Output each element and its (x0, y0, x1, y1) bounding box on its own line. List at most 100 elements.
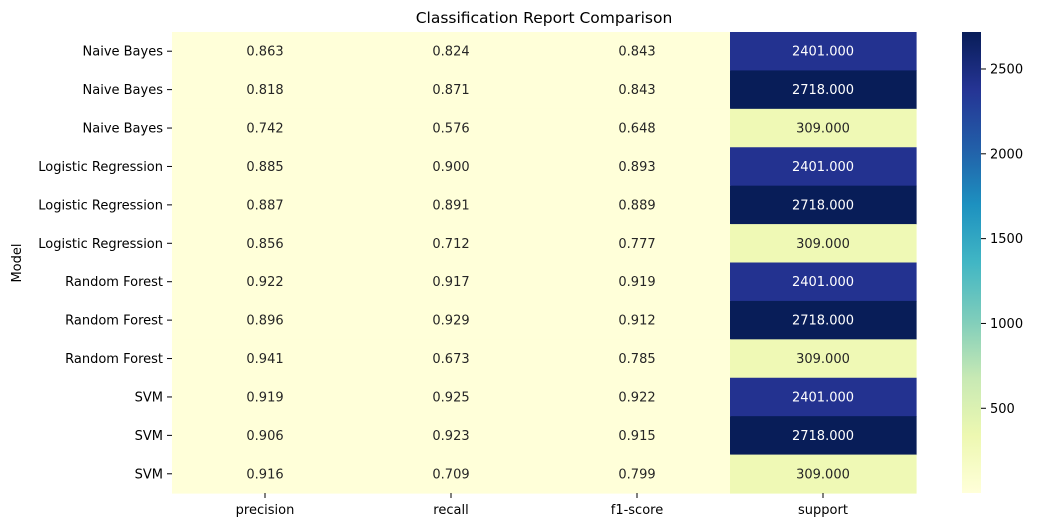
heatmap-cell (172, 416, 359, 456)
cell-value-label: 2401.000 (792, 275, 854, 290)
heatmap-cell (358, 454, 545, 494)
cell-value-label: 0.824 (432, 45, 469, 60)
heatmap-cell (172, 32, 359, 72)
heatmap-cell (358, 262, 545, 302)
chart-title: Classification Report Comparison (416, 9, 673, 27)
heatmap-cell (730, 108, 917, 148)
cell-value-label: 0.919 (246, 390, 283, 405)
heatmap-cell (358, 377, 545, 417)
heatmap-cell (358, 300, 545, 340)
cell-value-label: 0.673 (432, 352, 469, 367)
cell-value-label: 0.941 (246, 352, 283, 367)
y-axis-label: Model (10, 243, 25, 282)
cell-value-label: 0.919 (618, 275, 655, 290)
cell-value-label: 0.856 (246, 237, 283, 252)
colorbar-ticks: 500 1000 1500 2000 2500 (981, 62, 1023, 417)
cell-value-label: 0.742 (246, 122, 283, 137)
heatmap-cell (730, 454, 917, 494)
heatmap-cell (172, 70, 359, 110)
cell-value-label: 2401.000 (792, 390, 854, 405)
heatmap-cell (544, 377, 731, 417)
colorbar-tick-label: 500 (990, 402, 1015, 417)
heatmap-cell (730, 262, 917, 302)
heatmap-cell (730, 300, 917, 340)
cell-value-label: 309.000 (796, 352, 850, 367)
heatmap-cell (730, 339, 917, 379)
row-tick-label: SVM (135, 390, 163, 405)
heatmap-cell (730, 416, 917, 456)
cell-value-label: 2718.000 (792, 198, 854, 213)
heatmap-cell (172, 262, 359, 302)
column-tick-label: recall (433, 503, 468, 518)
column-tick-labels: precision recall f1-score support (236, 493, 848, 518)
heatmap-cell (358, 224, 545, 264)
heatmap-cell (172, 454, 359, 494)
cell-value-label: 0.922 (618, 390, 655, 405)
cell-value-label: 309.000 (796, 122, 850, 137)
heatmap-cell (544, 147, 731, 187)
cell-value-label: 0.799 (618, 467, 655, 482)
cell-value-label: 0.712 (432, 237, 469, 252)
row-tick-label: Naive Bayes (83, 45, 164, 60)
heatmap-cell (730, 185, 917, 225)
heatmap-cell (544, 70, 731, 110)
heatmap-cell (358, 147, 545, 187)
colorbar-tick-label: 1500 (990, 232, 1023, 247)
cell-value-label: 0.843 (618, 45, 655, 60)
cell-value-label: 2401.000 (792, 160, 854, 175)
cell-value-label: 0.922 (246, 275, 283, 290)
heatmap-cell (730, 147, 917, 187)
cell-value-label: 0.648 (618, 122, 655, 137)
cell-value-label: 0.906 (246, 429, 283, 444)
row-tick-labels: Naive Bayes Naive Bayes Naive Bayes Logisti… (38, 45, 172, 482)
row-tick-label: SVM (135, 429, 163, 444)
row-tick-label: Logistic Regression (38, 237, 163, 252)
cell-value-label: 0.871 (432, 83, 469, 98)
heatmap-cell (358, 32, 545, 72)
cell-value-label: 0.923 (432, 429, 469, 444)
cell-value-label: 309.000 (796, 237, 850, 252)
cell-value-label: 0.885 (246, 160, 283, 175)
heatmap-cell (358, 339, 545, 379)
heatmap-cell (544, 108, 731, 148)
heatmap-cell (544, 416, 731, 456)
row-tick-label: Random Forest (65, 275, 163, 290)
row-tick-label: Random Forest (65, 314, 163, 329)
cell-value-label: 0.896 (246, 314, 283, 329)
colorbar (962, 32, 981, 493)
cell-value-label: 0.889 (618, 198, 655, 213)
cell-value-label: 0.576 (432, 122, 469, 137)
column-tick-label: f1-score (611, 503, 663, 518)
cell-value-label: 0.917 (432, 275, 469, 290)
colorbar-tick-label: 2500 (990, 62, 1023, 77)
cell-value-label: 0.843 (618, 83, 655, 98)
heatmap-cell (730, 32, 917, 72)
cell-value-label: 0.887 (246, 198, 283, 213)
row-tick-label: Random Forest (65, 352, 163, 367)
row-tick-label: Logistic Regression (38, 160, 163, 175)
heatmap-cell (358, 108, 545, 148)
cell-value-label: 2401.000 (792, 45, 854, 60)
row-tick-label: Naive Bayes (83, 122, 164, 137)
heatmap-cell (544, 32, 731, 72)
colorbar-tick-label: 1000 (990, 317, 1023, 332)
heatmap-cell (730, 70, 917, 110)
heatmap-cell (172, 339, 359, 379)
heatmap-cell (172, 300, 359, 340)
cell-value-label: 0.916 (246, 467, 283, 482)
heatmap-cell-labels: 0.863 0.824 0.843 2401.000 0.818 0.871 0.843 27… (246, 45, 854, 483)
heatmap-cell (544, 339, 731, 379)
heatmap-cell (172, 147, 359, 187)
colorbar-tick-label: 2000 (990, 147, 1023, 162)
row-tick-label: Naive Bayes (83, 83, 164, 98)
cell-value-label: 0.818 (246, 83, 283, 98)
column-tick-label: support (798, 503, 848, 518)
cell-value-label: 0.709 (432, 467, 469, 482)
heatmap-cell (172, 185, 359, 225)
heatmap-cell (544, 300, 731, 340)
heatmap-cell (172, 108, 359, 148)
heatmap-cell (358, 70, 545, 110)
heatmap-cell (172, 377, 359, 417)
heatmap-cells (172, 32, 917, 494)
